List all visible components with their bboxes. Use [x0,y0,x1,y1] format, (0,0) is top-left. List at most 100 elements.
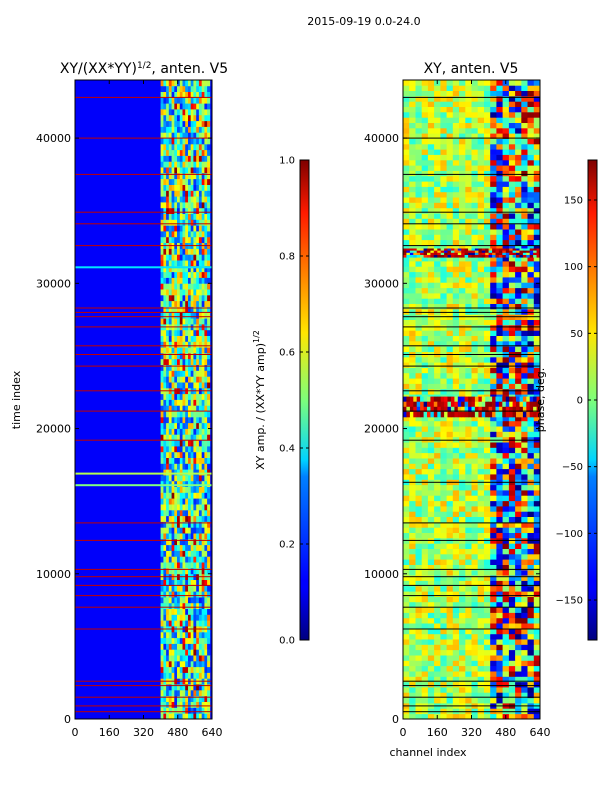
right-heatmap-cell [465,287,472,294]
left-heatmap-cell [188,463,192,470]
left-heatmap-cell [196,666,200,673]
left-heatmap-cell [177,172,181,180]
right-heatmap-cell [409,633,416,640]
right-noisy-band-cell [420,401,424,408]
left-heatmap-cell [168,544,172,551]
right-heatmap-cell [446,101,454,107]
right-heatmap-cell [515,580,522,587]
right-heatmap-cell [502,213,510,219]
left-heatmap-cell [201,405,205,412]
left-heatmap-cell [207,707,211,714]
right-heatmap-cell [465,447,472,454]
left-heatmap-cell [204,294,208,302]
right-heatmap-cell [527,511,535,517]
right-noisy-band-cell [522,411,527,418]
right-heatmap-cell [502,223,510,230]
right-heatmap-cell [427,681,435,688]
left-heatmap-cell [188,672,192,679]
left-heatmap-cell [188,405,192,412]
left-heatmap-cell [185,649,189,656]
right-heatmap-cell [490,165,497,171]
left-heatmap-cell [198,190,202,197]
left-heatmap-cell [190,660,194,668]
left-heatmap-cell [198,335,202,342]
right-heatmap-cell [502,175,510,182]
left-heatmap-cell [168,684,172,691]
left-heatmap-cell [168,509,172,517]
left-heatmap-cell [182,318,186,325]
right-heatmap-cell [409,154,416,161]
left-heatmap-cell [160,91,164,98]
right-heatmap-cell [515,85,522,91]
right-heatmap-cell [459,713,466,720]
right-heatmap-cell [465,644,472,651]
right-heatmap-cell [403,245,410,251]
left-heatmap-cell [179,132,183,139]
right-heatmap-cell [421,442,429,448]
right-heatmap-cell [452,655,460,661]
right-heatmap-cell [421,596,429,603]
right-heatmap-cell [446,591,454,597]
right-heatmap-cell [446,607,454,613]
left-heatmap-cell [179,172,183,180]
right-heatmap-cell [403,601,410,608]
right-heatmap-cell [421,223,429,230]
left-heatmap-cell [193,608,197,615]
right-heatmap [403,80,541,720]
right-noisy-band-cell [423,401,428,408]
right-heatmap-cell [502,96,510,102]
right-heatmap-cell [515,149,522,155]
left-heatmap-cell [188,376,192,383]
left-heatmap-cell [190,672,194,679]
left-heatmap-cell [163,660,167,668]
right-heatmap-cell [490,607,497,613]
right-heatmap-cell [471,495,479,502]
right-heatmap-cell [508,96,516,102]
left-heatmap-cell [179,143,183,151]
right-heatmap-cell [421,143,429,150]
right-heatmap-cell [415,85,423,91]
right-heatmap-cell [502,649,510,656]
right-heatmap-cell [452,516,460,523]
left-heatmap-cell [193,260,197,267]
left-heatmap-cell [204,91,208,98]
left-heatmap-cell [198,341,202,348]
right-noisy-band-cell [474,411,479,418]
left-heatmap-cell [198,492,202,499]
left-heatmap-cell [204,143,208,151]
right-noisy-band-cell [519,250,524,254]
right-heatmap-cell [490,255,497,262]
right-heatmap-cell [452,601,460,608]
right-heatmap-cell [508,713,516,720]
left-heatmap-cell [190,213,194,220]
left-heatmap-cell [193,265,197,273]
left-colorbar-ticks: 0.00.20.40.60.81.0 [279,156,309,647]
right-noisy-band-cell [516,411,520,418]
left-heatmap-cell [179,538,183,546]
right-heatmap-cell [496,676,503,683]
right-heatmap-cell [427,255,435,262]
right-heatmap-cell [484,468,491,475]
right-heatmap-cell [403,298,410,304]
right-noisy-band-cell [474,248,479,252]
right-heatmap-cell [403,186,410,193]
left-heatmap-cell [201,446,205,453]
right-heatmap-cell [521,436,528,443]
left-heatmap-cell [163,80,167,87]
left-heatmap-cell [177,597,181,604]
right-heatmap-cell [490,649,497,656]
right-heatmap-cell [502,601,510,608]
left-heatmap-cell [193,695,197,702]
right-heatmap-cell [484,426,491,432]
right-noisy-band-cell [471,406,476,413]
right-heatmap-cell [502,506,510,512]
left-heatmap-cell [188,643,192,650]
left-heatmap-cell [193,399,197,406]
right-heatmap-cell [421,346,429,352]
right-heatmap-cell [446,623,454,629]
right-heatmap-cell [409,165,416,171]
right-heatmap-cell [477,154,485,161]
right-heatmap-cell [446,548,454,555]
left-heatmap-cell [190,416,194,424]
right-heatmap-cell [521,612,528,619]
